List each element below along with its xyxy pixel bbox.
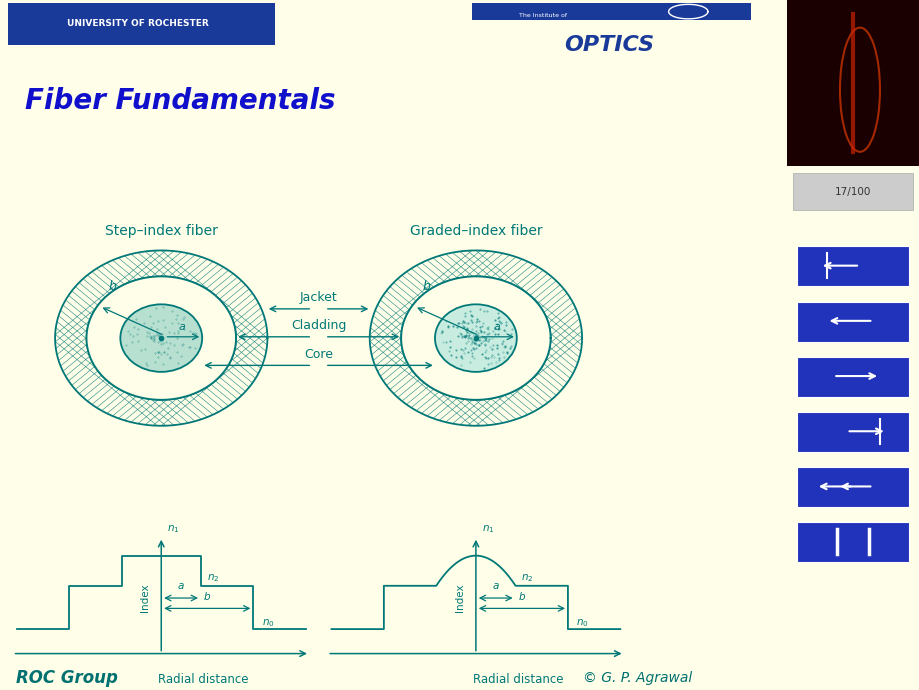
Text: $b$: $b$ xyxy=(108,279,117,293)
Text: © G. P. Agrawal: © G. P. Agrawal xyxy=(583,671,691,685)
Text: Radial distance: Radial distance xyxy=(472,673,563,687)
Text: Fiber Fundamentals: Fiber Fundamentals xyxy=(25,87,335,115)
Text: Core: Core xyxy=(304,348,333,361)
Circle shape xyxy=(86,277,235,400)
Text: $a$: $a$ xyxy=(178,322,187,332)
Text: $a$: $a$ xyxy=(492,582,499,591)
Text: $n_1$: $n_1$ xyxy=(481,523,494,535)
Circle shape xyxy=(401,277,550,400)
Text: $n_0$: $n_0$ xyxy=(576,618,588,629)
Text: $b$: $b$ xyxy=(422,279,431,293)
Bar xyxy=(471,3,751,20)
Text: OPTICS: OPTICS xyxy=(564,35,654,55)
Text: Jacket: Jacket xyxy=(300,291,337,304)
Text: $n_2$: $n_2$ xyxy=(207,572,219,584)
Bar xyxy=(786,0,919,166)
Text: The Institute of: The Institute of xyxy=(518,12,566,18)
Bar xyxy=(797,302,908,342)
Text: Index: Index xyxy=(454,584,464,612)
Circle shape xyxy=(435,304,516,372)
Text: Radial distance: Radial distance xyxy=(158,673,249,687)
Text: ROC Group: ROC Group xyxy=(16,669,118,687)
Text: $b$: $b$ xyxy=(517,590,526,602)
Bar xyxy=(797,467,908,507)
Text: Cladding: Cladding xyxy=(290,319,346,333)
Text: $b$: $b$ xyxy=(203,590,211,602)
Text: $a$: $a$ xyxy=(493,322,501,332)
Text: Graded–index fiber: Graded–index fiber xyxy=(409,224,541,238)
Text: Index: Index xyxy=(140,584,150,612)
Text: $n_0$: $n_0$ xyxy=(262,618,274,629)
Text: Step–index fiber: Step–index fiber xyxy=(105,224,218,238)
Bar xyxy=(8,3,275,45)
Text: 17/100: 17/100 xyxy=(834,187,870,197)
Bar xyxy=(792,172,913,210)
Text: $a$: $a$ xyxy=(177,582,185,591)
Bar xyxy=(797,412,908,452)
Circle shape xyxy=(120,304,202,372)
Bar xyxy=(797,522,908,562)
Text: UNIVERSITY OF ROCHESTER: UNIVERSITY OF ROCHESTER xyxy=(67,19,209,28)
Bar xyxy=(797,357,908,397)
Text: $n_1$: $n_1$ xyxy=(166,523,179,535)
Bar xyxy=(797,246,908,286)
Text: $n_2$: $n_2$ xyxy=(521,572,533,584)
